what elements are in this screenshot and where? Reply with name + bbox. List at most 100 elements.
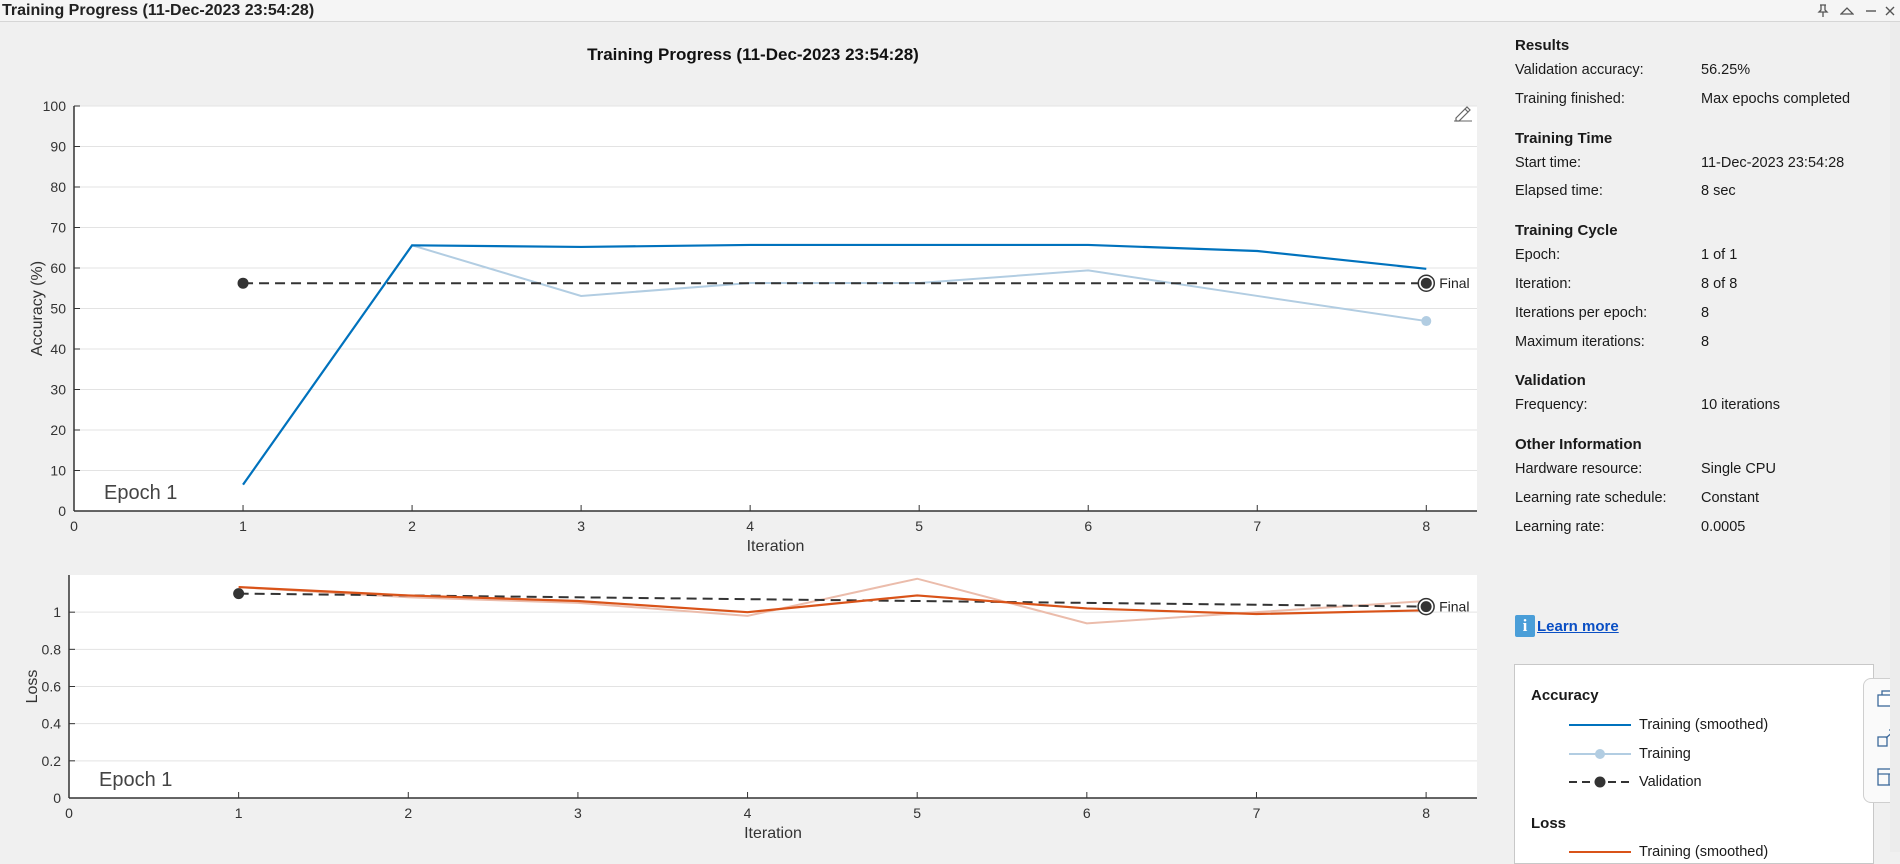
pin-icon[interactable] [1810,0,1836,22]
x-tick-label: 2 [408,518,416,534]
x-tick-label: 4 [744,805,752,821]
x-tick-label: 5 [913,805,921,821]
section-title: Results [1515,37,1570,54]
epoch-label: Epoch 1 [104,482,177,504]
x-tick-label: 5 [915,518,923,534]
info-row: Hardware resource: Single CPU [1515,459,1855,488]
brush-edit-icon[interactable] [1452,102,1474,124]
info-key: Hardware resource: [1515,461,1643,478]
x-axis-label: Iteration [747,538,805,555]
training-final-point [1421,316,1432,327]
info-key: Learning rate schedule: [1515,489,1667,506]
info-key: Maximum iterations: [1515,333,1645,350]
x-axis-label: Iteration [744,825,802,842]
x-tick-label: 1 [235,805,243,821]
window-titlebar: Training Progress (11-Dec-2023 23:54:28) [0,0,1900,22]
info-row: Maximum iterations: 8 [1515,332,1855,361]
info-value: 0.0005 [1701,518,1746,535]
legend-label: Validation [1639,774,1702,790]
section-gap [1515,210,1855,221]
info-value: Constant [1701,489,1760,506]
legend-swatch-training-smoothed [1569,724,1631,726]
series-training-line [242,244,1427,486]
info-key: Learning rate: [1515,518,1605,535]
info-value: Single CPU [1701,461,1776,478]
x-tick-label: 1 [239,518,247,534]
x-tick-label: 6 [1084,518,1092,534]
legend-accuracy-title: Accuracy [1531,687,1599,704]
info-row: Learning rate: 0.0005 [1515,517,1855,546]
section-gap [1515,424,1855,435]
legend-item-validation: Validation [1569,772,1702,792]
info-row: Frequency: 10 iterations [1515,395,1855,424]
info-key: Epoch: [1515,247,1561,264]
y-tick-label: 30 [50,382,66,398]
y-tick-label: 0 [58,503,66,519]
final-marker-dot [1420,277,1432,289]
info-value: 8 [1701,333,1710,350]
info-key: Training finished: [1515,90,1625,107]
y-tick-label: 80 [50,179,66,195]
info-row: Start time: 11-Dec-2023 23:54:28 [1515,153,1855,182]
info-value: 8 of 8 [1701,275,1738,292]
y-tick-label: 60 [50,260,66,276]
y-tick-label: 0.2 [42,753,62,769]
legend-swatch-training [1569,749,1631,759]
loss-chart: 0 0.2 0.4 0.6 0.8 1 0 1 2 3 4 5 6 7 8 Iteration Loss Epoc… [24,575,1477,842]
legend-item-training: Training [1569,744,1691,764]
accuracy-chart: 0 10 20 30 40 50 60 70 80 90 100 0 1 2 3 4 5 6 7 8 Iteration… [29,98,1477,555]
learn-more-link[interactable]: Learn more [1537,617,1619,635]
info-value: 8 sec [1701,183,1736,200]
legend-item-training-smoothed: Training (smoothed) [1569,715,1768,735]
info-key: Frequency: [1515,397,1588,414]
y-tick-label: 100 [43,98,67,114]
info-row: Training finished: Max epochs completed [1515,89,1855,118]
y-tick-label: 70 [50,220,66,236]
info-value: 8 [1701,304,1710,321]
info-value: 11-Dec-2023 23:54:28 [1701,154,1845,171]
info-value: 1 of 1 [1701,247,1738,264]
legend-loss-title: Loss [1531,815,1567,832]
final-label: Final [1439,275,1469,291]
info-row: Validation accuracy: 56.25% [1515,60,1855,89]
legend-swatch-validation [1569,776,1631,788]
training-info-panel: Results Validation accuracy: 56.25% Trai… [1515,36,1855,546]
info-value: 10 iterations [1701,397,1780,414]
info-key: Elapsed time: [1515,183,1603,200]
x-tick-label: 0 [70,518,78,534]
legend-label: Training (smoothed) [1639,844,1769,860]
section-title: Other Information [1515,436,1642,454]
legend-swatch-loss-training-smoothed [1569,851,1631,853]
x-tick-label: 3 [574,805,582,821]
epoch-label: Epoch 1 [99,769,172,791]
series-training-smoothed-line [242,243,1427,486]
learn-more-link-wrap[interactable]: i Learn more [1515,615,1619,637]
final-label: Final [1439,599,1469,615]
legend-label: Training [1639,746,1691,762]
info-icon: i [1515,615,1535,637]
y-tick-label: 0.6 [42,679,62,695]
y-axis-label: Accuracy (%) [29,261,46,356]
legend-item-loss-training-smoothed: Training (smoothed) [1569,842,1768,862]
y-tick-label: 90 [50,139,66,155]
y-axis-label: Loss [24,670,41,704]
info-row: Iterations per epoch: 8 [1515,303,1855,332]
info-key: Start time: [1515,154,1582,171]
y-tick-label: 10 [50,463,66,479]
info-value: 56.25% [1701,62,1751,78]
minimize-icon[interactable] [1858,0,1884,22]
chevron-up-icon[interactable] [1834,0,1860,22]
close-icon[interactable] [1880,0,1900,22]
validation-point [237,277,249,289]
section-title: Training Cycle [1515,222,1618,240]
info-key: Iterations per epoch: [1515,304,1648,321]
y-tick-label: 50 [50,301,66,317]
info-value: Max epochs completed [1701,90,1851,107]
vertical-scrollbar[interactable] [1890,22,1900,852]
y-tick-label: 40 [50,341,66,357]
x-tick-label: 3 [577,518,585,534]
x-tick-label: 8 [1422,518,1430,534]
x-tick-label: 0 [65,805,73,821]
x-tick-label: 2 [404,805,412,821]
x-tick-label: 8 [1422,805,1430,821]
